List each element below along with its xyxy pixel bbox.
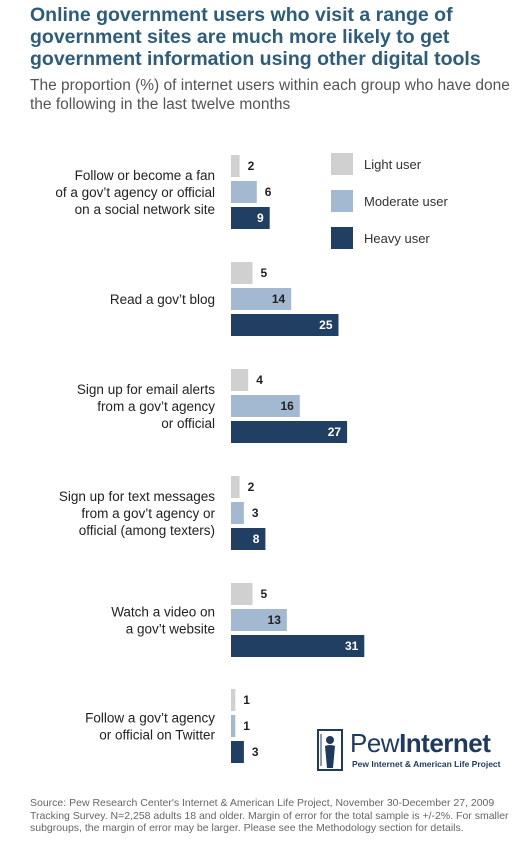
bar [231, 609, 287, 631]
pew-internet-logo: PewInternet Pew Internet & American Life… [316, 728, 506, 778]
category-label: or official on Twitter [99, 728, 215, 743]
logo-tagline: Pew Internet & American Life Project [352, 759, 501, 769]
category-label: Sign up for email alerts [77, 382, 215, 397]
bar [231, 715, 236, 737]
data-label: 9 [257, 211, 264, 225]
data-label: 25 [319, 318, 333, 332]
data-label: 5 [261, 266, 268, 280]
category-label: on a social network site [75, 202, 215, 217]
bar-chart: Follow or become a fan of a gov’t agency … [55, 153, 448, 763]
category-label: of a gov’t agency or official [55, 185, 215, 200]
data-label: 13 [268, 613, 282, 627]
bar [231, 288, 292, 310]
category-label: Sign up for text messages [59, 489, 215, 504]
legend-swatch [331, 227, 353, 249]
category-label: Read a gov’t blog [110, 292, 215, 307]
bar [231, 635, 365, 657]
category-label: Follow a gov’t agency [85, 711, 215, 726]
category-label: from a gov’t agency or [81, 506, 215, 521]
data-label: 1 [243, 693, 250, 707]
bar [231, 395, 300, 417]
data-label: 4 [256, 373, 263, 387]
bar [231, 476, 240, 498]
bar [231, 314, 339, 336]
bar [231, 421, 348, 443]
category-label: a gov’t website [126, 622, 215, 637]
legend-label: Light user [364, 157, 422, 172]
category-label: Follow or become a fan [75, 168, 215, 183]
source-note: Source: Pew Research Center's Internet &… [30, 797, 509, 834]
bar [231, 689, 236, 711]
chart-title: Online government users who visit a rang… [30, 4, 481, 70]
legend-label: Moderate user [364, 194, 448, 209]
category-label: official (among texters) [79, 523, 215, 538]
data-label: 14 [272, 292, 286, 306]
category-label: Watch a video on [111, 605, 215, 620]
bar [231, 369, 249, 391]
logo-wordmark-part1: Pew [350, 728, 400, 758]
data-label: 2 [248, 159, 255, 173]
legend-swatch [331, 190, 353, 212]
legend-label: Heavy user [364, 231, 430, 246]
bar [231, 262, 253, 284]
data-label: 27 [328, 425, 342, 439]
data-label: 31 [345, 639, 359, 653]
bar [231, 528, 266, 550]
logo-wordmark: PewInternet [350, 728, 491, 759]
data-label: 16 [280, 399, 294, 413]
data-label: 1 [243, 719, 250, 733]
bar [231, 181, 257, 203]
data-label: 2 [248, 480, 255, 494]
bar [231, 583, 253, 605]
bar [231, 207, 270, 229]
data-label: 3 [252, 506, 259, 520]
logo-wordmark-part2: Internet [399, 728, 491, 758]
data-label: 3 [252, 745, 259, 759]
bar [231, 155, 240, 177]
data-label: 5 [261, 587, 268, 601]
data-label: 6 [265, 185, 272, 199]
legend-swatch [331, 153, 353, 175]
bar [231, 502, 244, 524]
category-label: or official [161, 416, 215, 431]
bar [231, 741, 244, 763]
pew-logo-icon [317, 729, 343, 771]
chart-subtitle: The proportion (%) of internet users wit… [30, 77, 510, 113]
category-label: from a gov’t agency [97, 399, 215, 414]
data-label: 8 [253, 532, 260, 546]
